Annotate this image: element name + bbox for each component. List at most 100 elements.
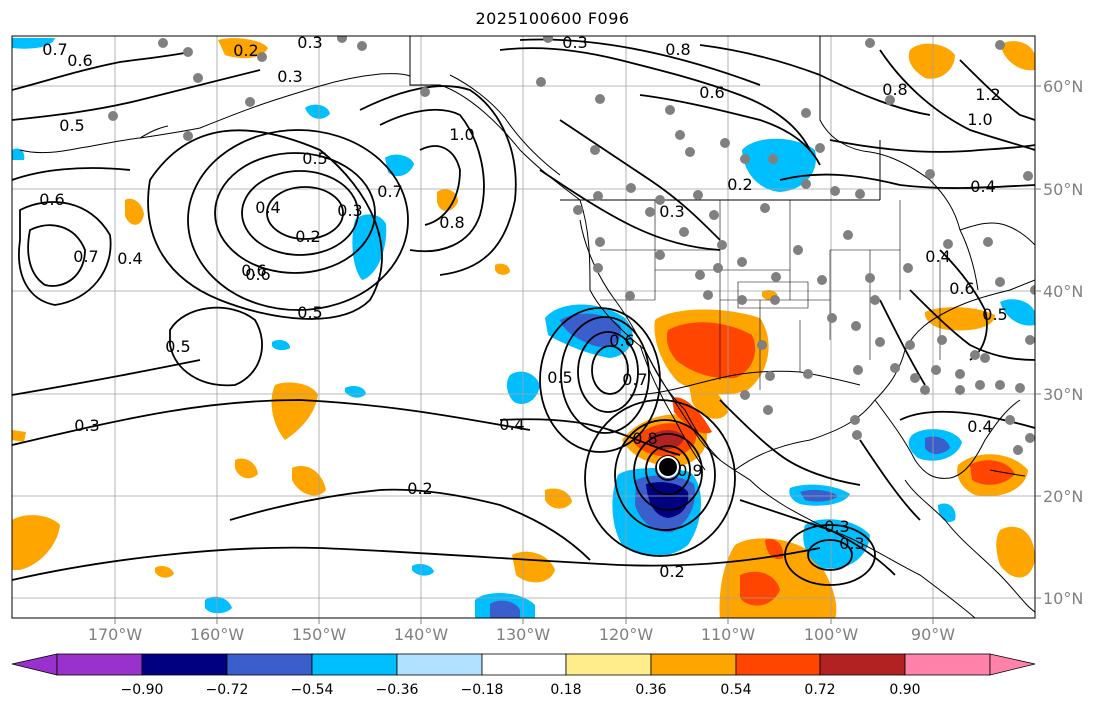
colorbar-tick-label: −0.90 bbox=[120, 682, 164, 698]
lat-tick-label: 40°N bbox=[1043, 282, 1084, 301]
station-dot bbox=[851, 321, 861, 331]
contour-label: 0.5 bbox=[59, 116, 84, 135]
positive-anomaly-region bbox=[765, 539, 784, 560]
contour-label: 0.5 bbox=[547, 368, 572, 387]
station-dot bbox=[770, 295, 780, 305]
contour-label: 0.2 bbox=[233, 41, 258, 60]
positive-anomaly-region bbox=[12, 430, 26, 442]
colorbar-extend-max bbox=[989, 653, 1036, 676]
lon-tick-label: 120°W bbox=[598, 625, 654, 644]
station-dot bbox=[970, 350, 980, 360]
station-dot bbox=[158, 38, 168, 48]
contour-label: 0.2 bbox=[407, 479, 432, 498]
colorbar-segment bbox=[56, 653, 143, 676]
colorbar-segment bbox=[904, 653, 991, 676]
negative-anomaly-region bbox=[742, 138, 816, 192]
station-dot bbox=[737, 257, 747, 267]
contour-label: 0.3 bbox=[839, 534, 864, 553]
station-dot bbox=[703, 290, 713, 300]
station-dot bbox=[827, 313, 837, 323]
negative-anomaly-region bbox=[12, 148, 25, 160]
station-dot bbox=[1030, 285, 1035, 295]
coastlines bbox=[19, 36, 1035, 618]
station-dot bbox=[853, 365, 863, 375]
station-dot bbox=[1023, 171, 1033, 181]
station-dot bbox=[720, 138, 730, 148]
station-dot bbox=[675, 130, 685, 140]
contour-label: 0.8 bbox=[632, 429, 657, 448]
contour-label: 0.9 bbox=[677, 461, 702, 480]
contour-label: 0.4 bbox=[970, 177, 995, 196]
lon-tick-label: 100°W bbox=[803, 625, 859, 644]
positive-anomaly-region bbox=[545, 488, 572, 509]
negative-anomaly-region bbox=[490, 600, 520, 618]
colorbar-segment bbox=[819, 653, 906, 676]
contour-label: 0.7 bbox=[622, 370, 647, 389]
contour-label: 0.3 bbox=[337, 201, 362, 220]
negative-anomaly-region bbox=[205, 596, 232, 614]
positive-anomaly-region bbox=[688, 379, 728, 419]
contour-label-group: 0.7 0.6 0.5 0.4 0.3 0.2 0.5 0.6 0.4 0.2 … bbox=[39, 33, 1007, 581]
station-dot bbox=[875, 337, 885, 347]
contour-label: 0.4 bbox=[255, 198, 280, 217]
station-dot bbox=[693, 190, 703, 200]
colorbar-extend-min bbox=[11, 653, 58, 676]
lat-tick-label: 10°N bbox=[1043, 589, 1084, 608]
station-dot bbox=[757, 340, 767, 350]
contour-label: 0.3 bbox=[297, 33, 322, 52]
station-dot bbox=[245, 97, 255, 107]
station-dot bbox=[905, 340, 915, 350]
colorbar-segment bbox=[311, 653, 398, 676]
station-dot bbox=[830, 186, 840, 196]
station-dot bbox=[983, 237, 993, 247]
station-dot bbox=[740, 154, 750, 164]
contour-label: 0.5 bbox=[297, 303, 322, 322]
station-dot bbox=[655, 250, 665, 260]
station-dot bbox=[955, 369, 965, 379]
contour-label: 0.6 bbox=[245, 265, 270, 284]
contour-label: 0.7 bbox=[73, 247, 98, 266]
station-dot bbox=[943, 239, 953, 249]
contour-label: 0.4 bbox=[117, 249, 142, 268]
contour-label: 0.6 bbox=[609, 331, 634, 350]
station-dot bbox=[768, 154, 778, 164]
station-dot bbox=[709, 210, 719, 220]
positive-anomaly-region bbox=[666, 322, 756, 379]
positive-anomaly-region bbox=[292, 466, 326, 496]
positive-anomaly-region bbox=[908, 43, 955, 79]
plot-title: 2025100600 F096 bbox=[475, 9, 630, 28]
station-dot bbox=[855, 189, 865, 199]
colorbar-tick-label: 0.72 bbox=[804, 682, 836, 698]
negative-anomaly-region bbox=[925, 436, 950, 454]
station-dot bbox=[543, 36, 553, 43]
lon-tick-label: 110°W bbox=[700, 625, 756, 644]
colorbar-tick-label: −0.54 bbox=[290, 682, 334, 698]
station-dot bbox=[937, 335, 947, 345]
contour-label: 0.5 bbox=[982, 305, 1007, 324]
station-dot bbox=[183, 47, 193, 57]
contour-label: 0.7 bbox=[377, 182, 402, 201]
colorbar-segment bbox=[141, 653, 228, 676]
station-dot bbox=[995, 40, 1005, 50]
station-dot bbox=[995, 277, 1005, 287]
lat-tick-label: 30°N bbox=[1043, 385, 1084, 404]
station-dot bbox=[1025, 335, 1035, 345]
station-dot bbox=[865, 273, 875, 283]
storm-center-marker bbox=[657, 456, 679, 478]
contour-label: 0.6 bbox=[699, 83, 724, 102]
station-dot bbox=[108, 111, 118, 121]
station-markers bbox=[108, 36, 1035, 455]
colorbar-tick-label: 0.36 bbox=[635, 682, 667, 698]
contour-label: 0.6 bbox=[39, 190, 64, 209]
contour-label: 0.5 bbox=[165, 337, 190, 356]
station-dot bbox=[980, 353, 990, 363]
lon-tick-label: 150°W bbox=[291, 625, 347, 644]
positive-anomaly-region bbox=[996, 526, 1035, 578]
station-dot bbox=[763, 405, 773, 415]
station-dot bbox=[815, 143, 825, 153]
contour-label: 0.2 bbox=[295, 227, 320, 246]
colorbar-tick-label: 0.18 bbox=[550, 682, 582, 698]
station-dot bbox=[740, 390, 750, 400]
station-dot bbox=[695, 270, 705, 280]
station-dot bbox=[801, 108, 811, 118]
